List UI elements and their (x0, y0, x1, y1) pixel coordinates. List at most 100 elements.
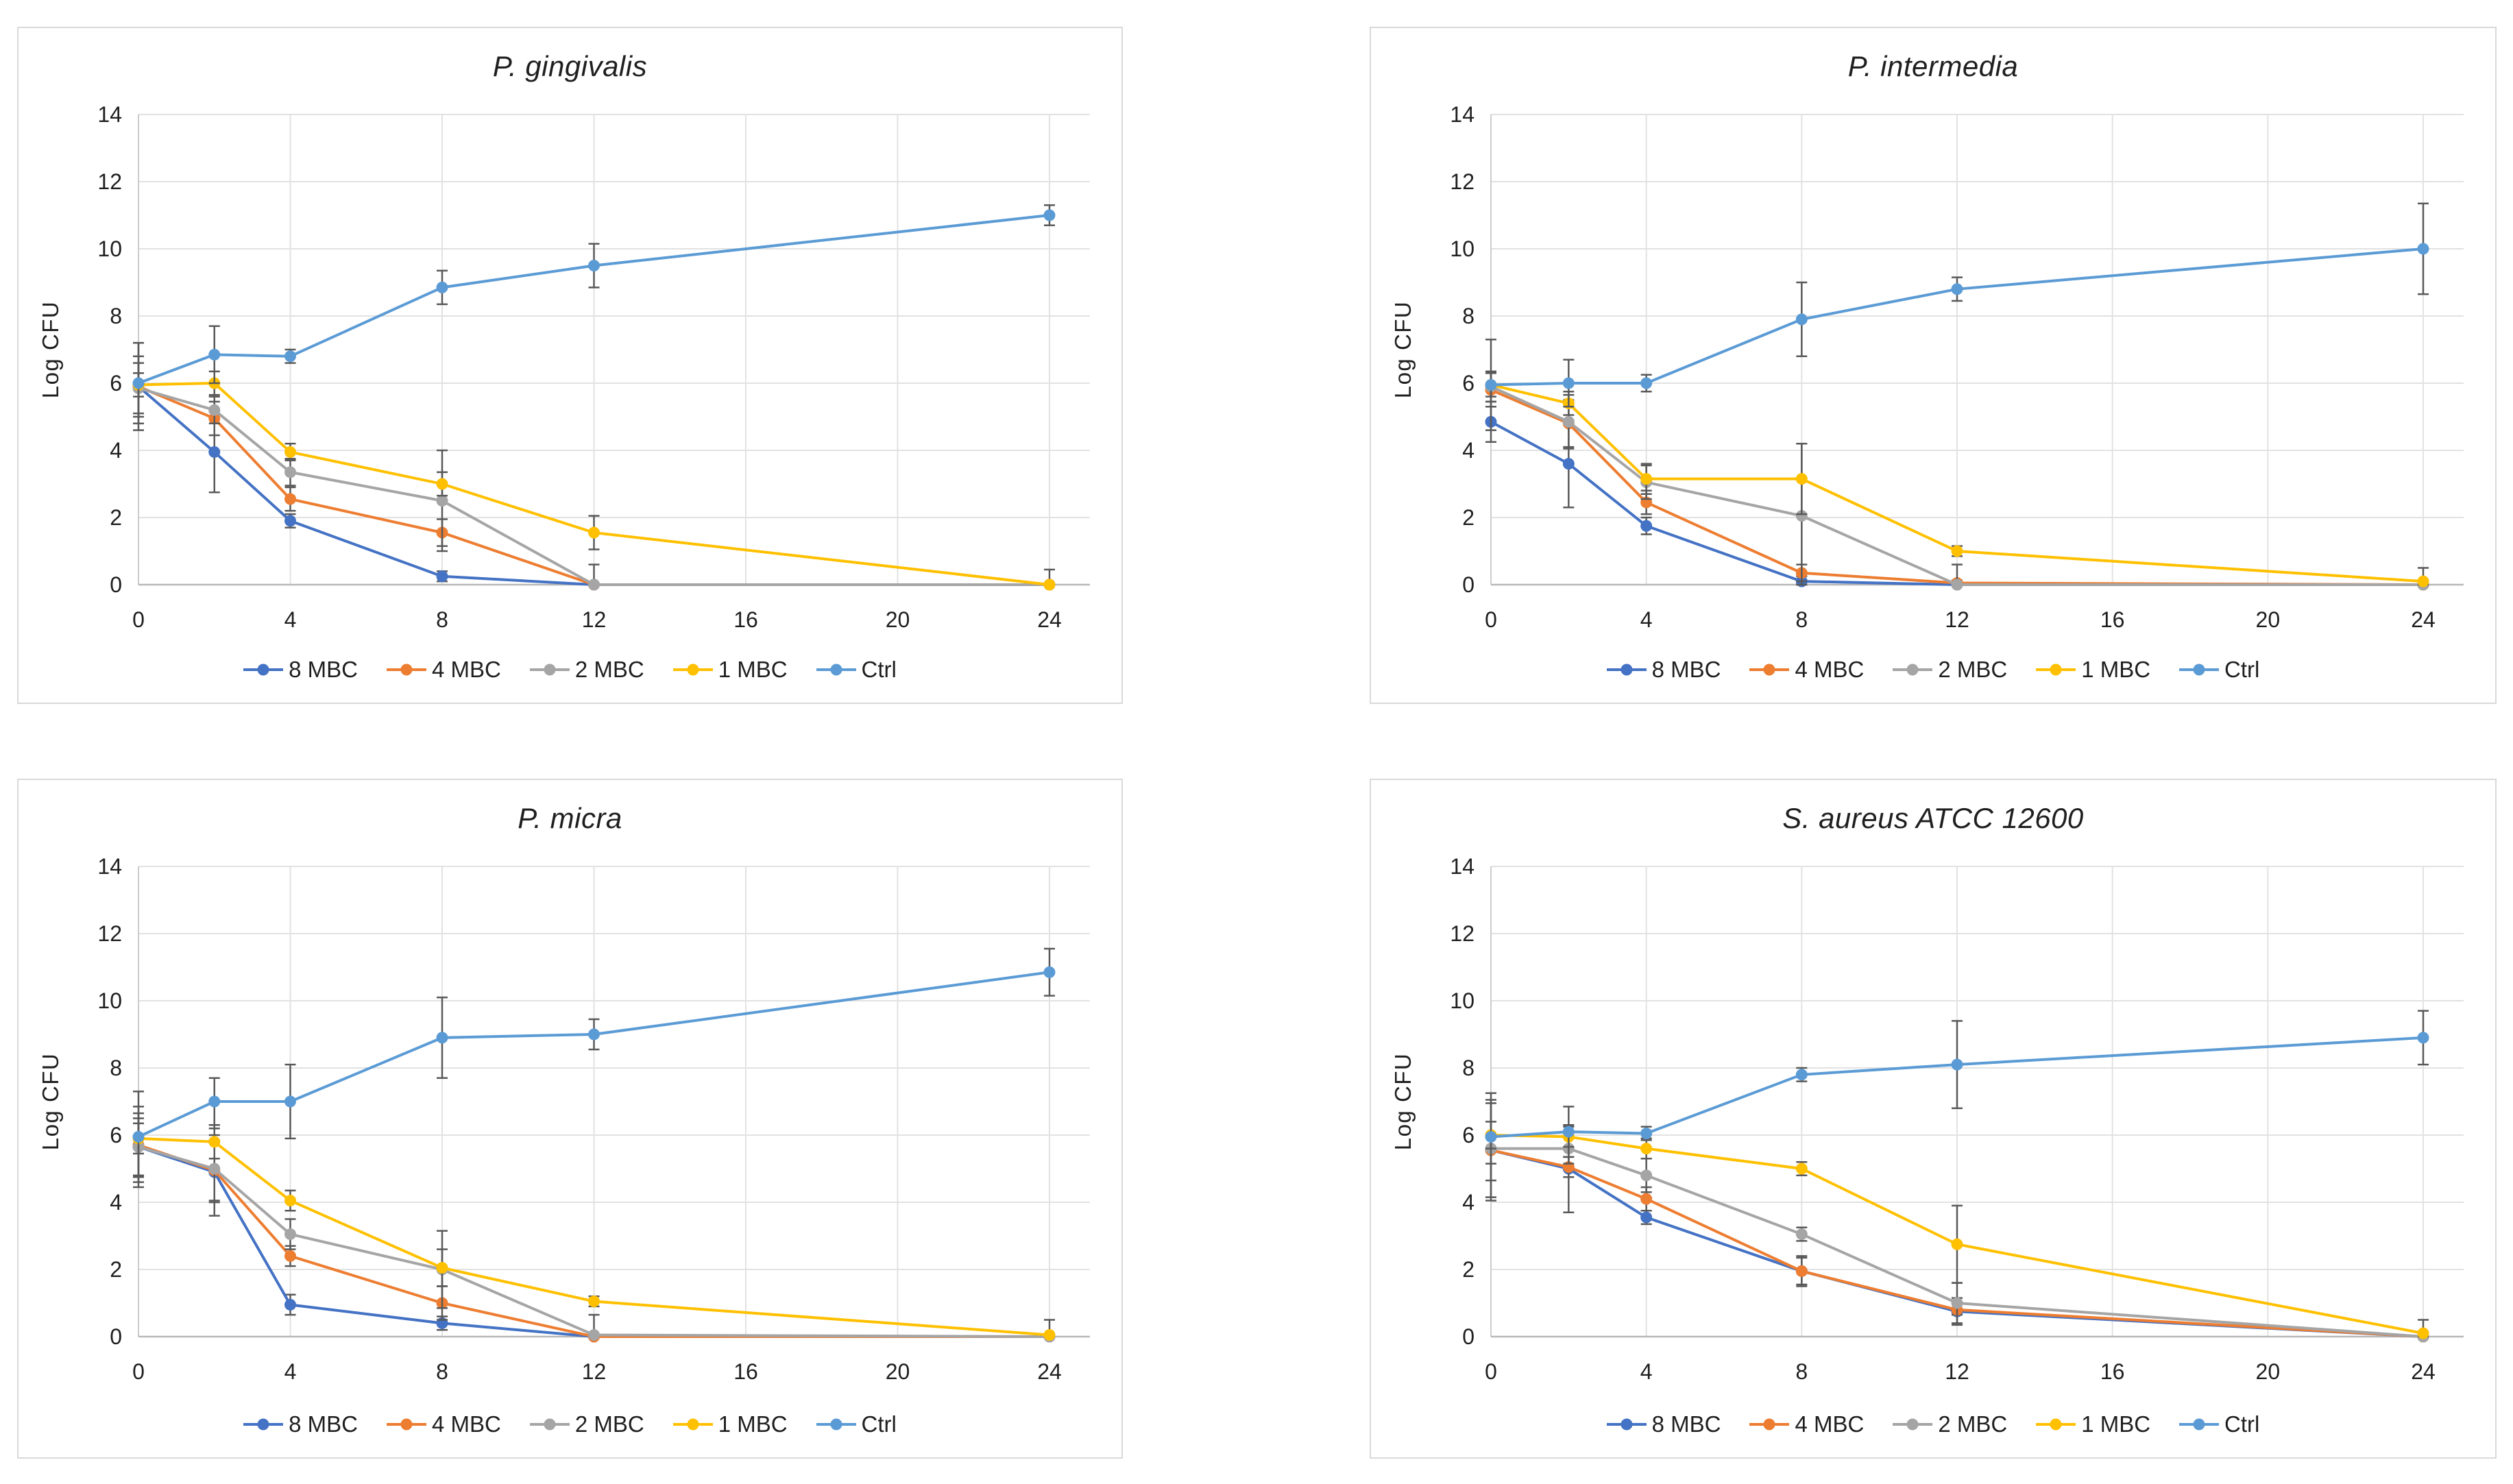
data-point-marker (436, 570, 448, 583)
data-point-marker (1562, 458, 1575, 470)
y-tick-label: 2 (110, 1257, 122, 1282)
legend-item-8-mbc: 8 MBC (1606, 657, 1721, 683)
data-point-marker (1795, 313, 1808, 326)
legend-marker-icon (672, 664, 713, 676)
legend-label: Ctrl (2224, 657, 2260, 682)
y-axis-label: Log CFU (1390, 1053, 1416, 1151)
chart-panel-p-gingivalis: 0 2 4 6 8 10 12 14 0 4 8 12 16 20 24 Log CFU P. gingiva… (17, 27, 1123, 704)
data-point-marker (208, 1163, 221, 1175)
data-point-marker (208, 404, 221, 416)
legend-item-4-mbc: 4 MBC (386, 657, 501, 683)
x-tick-label: 16 (733, 1359, 758, 1384)
x-tick-label: 20 (2256, 607, 2281, 632)
legend-label: 4 MBC (431, 1411, 501, 1437)
x-tick-label: 16 (2100, 607, 2125, 632)
data-point-marker (1043, 1329, 1056, 1341)
data-point-marker (436, 281, 448, 293)
series-line (138, 214, 1050, 385)
data-point-marker (1951, 1058, 1963, 1071)
legend-marker-icon (2036, 1418, 2076, 1431)
data-point-marker (1795, 1163, 1808, 1175)
data-point-marker (1043, 209, 1056, 221)
data-point-marker (2417, 1032, 2429, 1044)
legend-marker-icon (672, 1418, 713, 1431)
legend-label: 1 MBC (718, 1411, 788, 1437)
legend-marker-icon (1749, 1418, 1790, 1431)
legend-item-ctrl: Ctrl (2179, 657, 2259, 683)
gridlines (1491, 866, 2464, 1337)
series-line (1490, 385, 2423, 586)
series-ctrl (132, 947, 1056, 1183)
legend-marker-icon (1749, 664, 1790, 676)
series-line (1490, 1036, 2424, 1139)
data-point-marker (1951, 283, 1963, 295)
data-point-marker (1485, 378, 1497, 391)
chart-legend-p-gingivalis: 8 MBC 4 MBC 2 MBC 1 MBC Ctrl (19, 655, 1121, 685)
chart-panel-s-aureus: 0 2 4 6 8 10 12 14 0 4 8 12 16 20 24 Log CFU S. aureus … (1370, 779, 2497, 1459)
series-ctrl (1485, 202, 2429, 431)
data-point-marker (1562, 377, 1575, 389)
data-point-marker (2417, 575, 2429, 587)
y-tick-label: 6 (110, 371, 122, 396)
legend-marker-icon (816, 664, 856, 676)
x-tick-label: 24 (1037, 607, 1062, 632)
y-tick-label: 4 (1462, 438, 1474, 463)
series-line (138, 971, 1050, 1139)
series-line (138, 1145, 1050, 1338)
x-tick-label: 24 (1037, 1359, 1062, 1384)
y-tick-label: 8 (1462, 304, 1474, 328)
legend-label: 8 MBC (1651, 1411, 1721, 1437)
y-tick-label: 14 (1450, 102, 1474, 127)
chart-title-p-micra: P. micra (518, 802, 622, 834)
x-tick-label: 20 (886, 607, 910, 632)
legend-item-4-mbc: 4 MBC (1749, 657, 1864, 683)
legend-item-1-mbc: 1 MBC (2036, 657, 2150, 683)
data-point-marker (2417, 243, 2429, 255)
chart-panel-p-intermedia: 0 2 4 6 8 10 12 14 0 4 8 12 16 20 24 Log CFU P. interme… (1370, 27, 2497, 704)
chart-title-p-intermedia: P. intermedia (1847, 50, 2019, 82)
series-2-mbc (132, 1117, 1056, 1343)
x-tick-label: 20 (2256, 1359, 2281, 1384)
legend-label: 1 MBC (2081, 1411, 2151, 1437)
data-point-marker (208, 1136, 221, 1148)
data-point-marker (284, 350, 296, 363)
y-tick-label: 12 (97, 169, 122, 194)
series-ctrl (132, 204, 1056, 425)
legend-label: 4 MBC (1795, 657, 1865, 682)
y-tick-label: 6 (1462, 371, 1474, 396)
data-point-marker (1562, 415, 1575, 428)
data-point-marker (588, 1296, 600, 1308)
data-point-marker (1951, 1238, 1963, 1250)
series-line (138, 387, 1049, 586)
legend-label: 1 MBC (2081, 657, 2151, 682)
data-point-marker (1951, 1297, 1963, 1309)
data-point-marker (284, 1195, 296, 1207)
x-tick-label: 24 (2411, 1359, 2436, 1384)
data-point-marker (588, 260, 600, 271)
legend-marker-icon (1606, 664, 1647, 676)
data-point-marker (588, 1329, 600, 1341)
data-point-marker (208, 1095, 221, 1108)
data-point-marker (436, 1032, 448, 1044)
y-tick-label: 12 (97, 921, 122, 946)
legend-label: 2 MBC (574, 657, 644, 682)
y-tick-label: 10 (1450, 236, 1474, 261)
data-point-marker (1795, 1069, 1808, 1081)
y-tick-label: 0 (1462, 1324, 1474, 1349)
series-line (1490, 247, 2424, 387)
chart-title-p-gingivalis: P. gingivalis (492, 50, 648, 82)
error-bars (133, 1117, 600, 1338)
y-tick-label: 2 (1462, 505, 1474, 530)
data-point-marker (284, 466, 296, 478)
data-point-marker (1640, 377, 1653, 389)
data-point-marker (1640, 1169, 1653, 1182)
x-tick-label: 8 (1795, 607, 1808, 632)
y-tick-label: 8 (110, 304, 122, 328)
series-line (138, 381, 1050, 586)
data-point-marker (208, 446, 221, 458)
